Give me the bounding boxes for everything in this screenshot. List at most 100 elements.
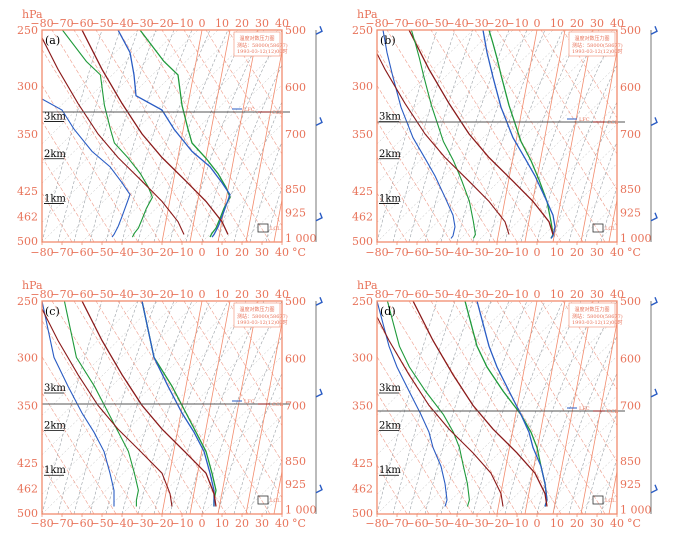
moist-adiabat [552, 335, 617, 514]
x-unit-label: °C [292, 246, 306, 259]
x-tick-top-11: 30 [590, 288, 604, 301]
dry-adiabat [183, 30, 282, 191]
mixing-ratio-line [189, 301, 231, 514]
legend-line-1: 1993-03-12(12)00时 [572, 319, 622, 326]
x-tick-top-3: −50 [425, 288, 448, 301]
x-tick-bottom-6: −20 [485, 517, 508, 530]
plot-area [42, 301, 342, 514]
x-tick-top-8: 0 [534, 288, 541, 301]
right-tick-4: 925 [620, 478, 641, 491]
wind-barb-icon [315, 388, 323, 398]
moist-adiabat [201, 30, 282, 242]
x-tick-top-7: −10 [505, 17, 528, 30]
right-tick-3: 850 [285, 455, 306, 468]
left-tick-250: 250 [17, 295, 38, 308]
dry-adiabat [474, 301, 606, 514]
left-tick-425: 425 [352, 185, 373, 198]
moist-adiabat [568, 101, 617, 242]
right-tick-2: 700 [620, 399, 641, 412]
mixing-ratio-line [608, 197, 617, 242]
left-tick-500: 500 [352, 235, 373, 248]
x-tick-bottom-10: 20 [235, 517, 249, 530]
isotherm-line [42, 30, 139, 125]
height-label-1km: 1km [44, 465, 66, 476]
parcel-curve-secondary [42, 36, 185, 235]
dry-adiabat [496, 30, 617, 227]
right-tick-0: 500 [285, 24, 306, 37]
right-tick-4: 925 [620, 206, 641, 219]
left-tick-462: 462 [352, 211, 373, 224]
isotherm-line [42, 301, 139, 397]
right-tick-1: 600 [285, 353, 306, 366]
temperature-curve-secondary [410, 30, 476, 239]
isotherm-line [81, 45, 282, 242]
right-tick-2: 700 [620, 128, 641, 141]
left-tick-350: 350 [17, 128, 38, 141]
x-tick-top-5: −30 [465, 288, 488, 301]
y-unit-label: hPa [22, 279, 43, 292]
isotherm-line [536, 434, 617, 514]
x-tick-top-11: 30 [590, 17, 604, 30]
isotherm-line [141, 104, 282, 242]
isotherm-line [377, 30, 514, 164]
moist-adiabat [121, 30, 193, 242]
dry-adiabat [377, 48, 496, 242]
y-unit-label: hPa [357, 279, 378, 292]
y-unit-label: hPa [22, 8, 43, 21]
mixing-ratio-line [580, 49, 617, 242]
dry-adiabat [562, 30, 617, 119]
moist-adiabat [57, 301, 121, 514]
dry-adiabat [205, 30, 282, 155]
ccl-label: CCL [607, 409, 619, 415]
moist-adiabat [42, 301, 103, 514]
x-tick-bottom-9: 10 [215, 246, 229, 259]
moist-adiabat [424, 30, 492, 242]
x-tick-top-0: −80 [365, 17, 388, 30]
dry-adiabat [205, 301, 282, 427]
isotherm-line [81, 316, 282, 514]
isotherm-line [377, 30, 474, 125]
moist-adiabat [424, 301, 492, 514]
moist-adiabat [217, 64, 282, 242]
x-tick-bottom-9: 10 [215, 517, 229, 530]
temperature-curve-secondary [386, 301, 470, 507]
moist-adiabat [568, 372, 617, 514]
mixing-ratio-line [302, 301, 342, 514]
x-tick-top-2: −60 [405, 17, 428, 30]
left-tick-250: 250 [352, 295, 373, 308]
isotherm-line [61, 301, 279, 514]
x-tick-top-9: 10 [550, 288, 564, 301]
right-tick-0: 500 [620, 295, 641, 308]
lfc-label: LFC [579, 117, 590, 123]
legend-box [568, 302, 616, 328]
isotherm-line [396, 30, 614, 242]
isotherm-line [42, 30, 219, 204]
dry-adiabat [430, 30, 562, 242]
x-tick-bottom-0: −80 [30, 246, 53, 259]
isotherm-line [377, 30, 554, 204]
x-tick-bottom-10: 20 [235, 246, 249, 259]
x-tick-bottom-0: −80 [365, 517, 388, 530]
x-tick-bottom-7: −10 [170, 246, 193, 259]
x-tick-bottom-5: −30 [130, 246, 153, 259]
left-tick-300: 300 [17, 80, 38, 93]
right-tick-0: 500 [620, 24, 641, 37]
moist-adiabat [73, 30, 139, 242]
left-tick-350: 350 [17, 399, 38, 412]
mixing-ratio-line [217, 301, 259, 514]
x-tick-top-5: −30 [465, 17, 488, 30]
x-tick-top-4: −40 [445, 288, 468, 301]
legend-line-0: 测站：58000(58677) [572, 42, 623, 49]
x-tick-bottom-7: −10 [505, 517, 528, 530]
isotherm-line [42, 301, 219, 475]
moist-adiabat [504, 301, 582, 514]
dry-adiabat [117, 301, 249, 514]
left-tick-500: 500 [17, 235, 38, 248]
moist-adiabat [456, 30, 528, 242]
dry-adiabat [540, 30, 617, 155]
lcl-marker [592, 223, 604, 233]
x-tick-bottom-11: 30 [255, 246, 269, 259]
moist-adiabat [137, 301, 211, 514]
moist-adiabat [440, 301, 510, 514]
x-tick-bottom-8: 0 [199, 517, 206, 530]
